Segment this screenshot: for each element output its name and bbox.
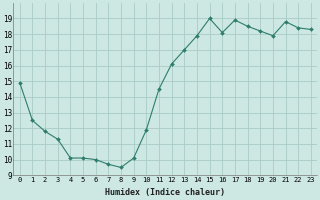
X-axis label: Humidex (Indice chaleur): Humidex (Indice chaleur) [105, 188, 225, 197]
